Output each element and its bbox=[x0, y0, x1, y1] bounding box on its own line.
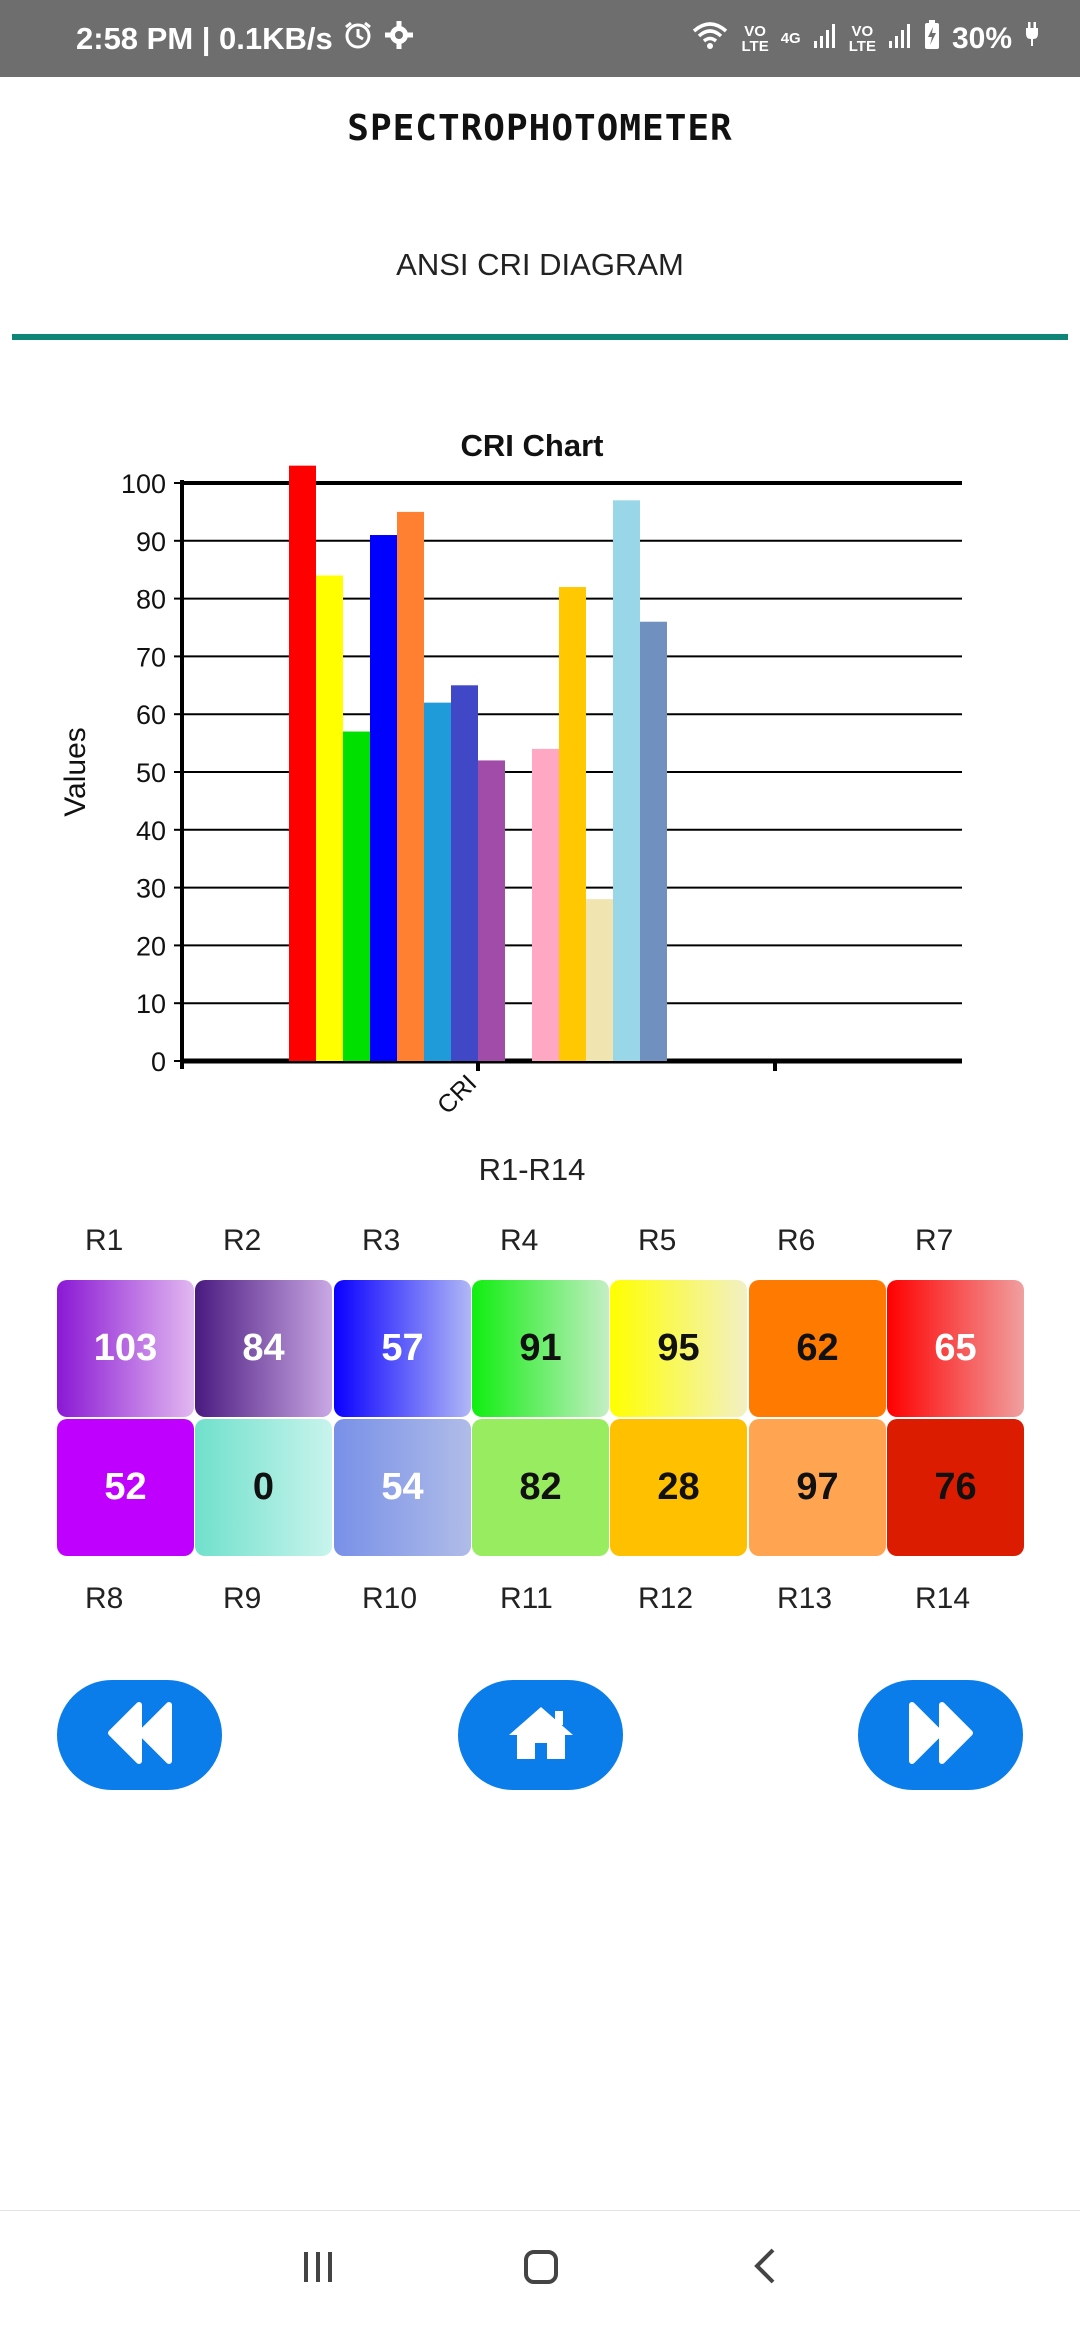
bar bbox=[289, 465, 316, 1061]
cri-tile-r5: 95 bbox=[610, 1280, 747, 1417]
home-icon bbox=[505, 1703, 577, 1768]
bar bbox=[451, 685, 478, 1061]
tile-label-r9: R9 bbox=[223, 1582, 262, 1615]
y-tick-label: 60 bbox=[136, 700, 166, 730]
cri-tile-r11: 82 bbox=[472, 1419, 609, 1556]
cri-chart-svg: CRI Chart Values 0 10 20 30 40 50 60 70 80 90 100 CRI bbox=[59, 428, 962, 1120]
cri-tile-r14: 76 bbox=[887, 1419, 1024, 1556]
signal-icon-2 bbox=[888, 21, 912, 57]
bar bbox=[478, 760, 505, 1061]
cri-tile-r12: 28 bbox=[610, 1419, 747, 1556]
y-tick-label: 80 bbox=[136, 585, 166, 615]
chart-y-axis-label: Values bbox=[59, 727, 92, 817]
back-system-icon[interactable] bbox=[745, 2246, 785, 2291]
bar bbox=[586, 899, 613, 1061]
y-tick-label: 40 bbox=[136, 816, 166, 846]
bar bbox=[343, 731, 370, 1061]
wifi-icon bbox=[690, 19, 730, 59]
system-nav-bar bbox=[0, 2210, 1080, 2341]
page-subtitle: ANSI CRI DIAGRAM bbox=[396, 247, 684, 282]
recent-apps-icon[interactable] bbox=[298, 2246, 338, 2291]
tile-label-r2: R2 bbox=[223, 1224, 262, 1257]
y-tick-label: 30 bbox=[136, 874, 166, 904]
divider-line bbox=[12, 334, 1068, 340]
y-tick-label: 70 bbox=[136, 642, 166, 672]
status-time-speed: 2:58 PM | 0.1KB/s bbox=[76, 20, 333, 56]
home-button[interactable] bbox=[458, 1680, 623, 1790]
bar bbox=[397, 511, 424, 1061]
alarm-icon bbox=[343, 20, 373, 58]
cri-tile-r10: 54 bbox=[334, 1419, 471, 1556]
tile-label-r5: R5 bbox=[638, 1224, 677, 1257]
bar bbox=[640, 621, 667, 1061]
chart-x-axis-label: R1-R14 bbox=[478, 1152, 586, 1187]
tile-label-r13: R13 bbox=[777, 1582, 833, 1615]
previous-button[interactable] bbox=[57, 1680, 222, 1790]
cri-tile-r8: 52 bbox=[57, 1419, 194, 1556]
settings-gear-icon bbox=[383, 19, 415, 59]
tile-label-r8: R8 bbox=[85, 1582, 124, 1615]
cri-tile-r3: 57 bbox=[334, 1280, 471, 1417]
x-tick-label: CRI bbox=[432, 1069, 482, 1119]
y-tick-label: 90 bbox=[136, 527, 166, 557]
cri-tile-r4: 91 bbox=[472, 1280, 609, 1417]
tile-label-r14: R14 bbox=[915, 1582, 971, 1615]
tile-label-r1: R1 bbox=[85, 1224, 124, 1257]
charging-plug-icon bbox=[1024, 21, 1040, 56]
tile-label-r11: R11 bbox=[500, 1582, 553, 1615]
y-tick-label: 10 bbox=[136, 989, 166, 1019]
network-4g-indicator: 4G bbox=[780, 30, 801, 47]
tile-label-r3: R3 bbox=[362, 1224, 401, 1257]
cri-chart: CRI Chart Values 0 10 20 30 40 50 60 70 80 90 100 CRI bbox=[0, 410, 1080, 1190]
cri-value-grid: R1 103 52 R8 R2 84 0 R9 R3 57 54 R10 R4 91 82 R11 R5 95 28… bbox=[0, 1210, 1080, 1630]
cri-tile-r6: 62 bbox=[749, 1280, 886, 1417]
y-tick-label: 100 bbox=[121, 469, 166, 499]
tile-label-r10: R10 bbox=[362, 1582, 418, 1615]
home-system-icon[interactable] bbox=[521, 2246, 561, 2291]
bar bbox=[316, 575, 343, 1061]
battery-percent: 30% bbox=[951, 21, 1012, 55]
next-button[interactable] bbox=[858, 1680, 1023, 1790]
app-title: SPECTROPHOTOMETER bbox=[347, 108, 733, 149]
signal-icon bbox=[813, 21, 837, 57]
bar bbox=[559, 587, 586, 1061]
volte-indicator-2: VO LTE bbox=[848, 22, 876, 55]
bar bbox=[532, 748, 559, 1061]
volte-indicator-1: VO LTE bbox=[741, 22, 769, 55]
chart-title: CRI Chart bbox=[461, 428, 604, 463]
bar bbox=[424, 702, 451, 1061]
bar bbox=[613, 500, 640, 1062]
bar bbox=[370, 535, 397, 1061]
cri-tile-r13: 97 bbox=[749, 1419, 886, 1556]
status-bar: 2:58 PM | 0.1KB/s VO LTE 4G VO LTE 30% bbox=[0, 0, 1080, 77]
tile-label-r7: R7 bbox=[915, 1224, 954, 1257]
cri-tile-r9: 0 bbox=[195, 1419, 332, 1556]
tile-label-r4: R4 bbox=[500, 1224, 539, 1257]
y-tick-label: 20 bbox=[136, 931, 166, 961]
cri-tile-r1: 103 bbox=[57, 1280, 194, 1417]
cri-tile-r7: 65 bbox=[887, 1280, 1024, 1417]
cri-tile-r2: 84 bbox=[195, 1280, 332, 1417]
tile-label-r6: R6 bbox=[777, 1224, 816, 1257]
battery-charging-icon bbox=[924, 19, 940, 58]
y-tick-label: 0 bbox=[151, 1047, 166, 1077]
rewind-icon bbox=[105, 1701, 175, 1770]
tile-label-r12: R12 bbox=[638, 1582, 694, 1615]
fast-forward-icon bbox=[906, 1701, 976, 1770]
y-tick-label: 50 bbox=[136, 758, 166, 788]
